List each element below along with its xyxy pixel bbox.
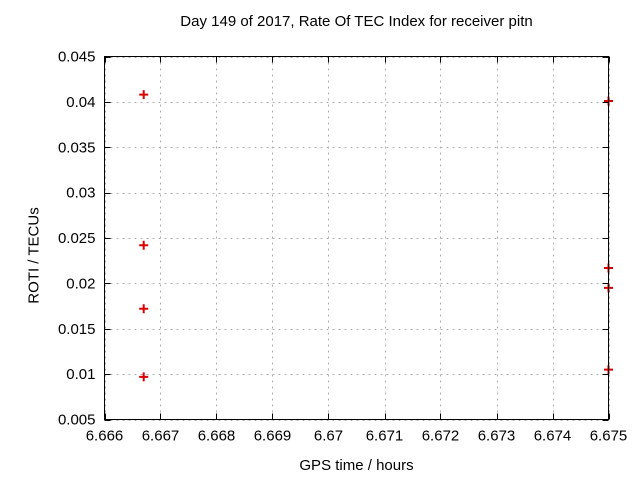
y-tick-label: 0.03: [66, 185, 95, 202]
data-point-marker: [139, 90, 149, 100]
x-tick-label: 6.67: [314, 428, 343, 445]
x-tick-label: 6.667: [142, 428, 180, 445]
x-axis-label: GPS time / hours: [299, 457, 414, 474]
x-tick-label: 6.672: [422, 428, 460, 445]
chart-title: Day 149 of 2017, Rate Of TEC Index for r…: [180, 13, 533, 30]
x-tick-label: 6.668: [198, 428, 236, 445]
x-tick-label: 6.673: [478, 428, 516, 445]
x-tick-label: 6.674: [534, 428, 572, 445]
y-tick-label: 0.005: [58, 412, 96, 429]
data-point-marker: [139, 304, 149, 314]
data-point-marker: [139, 240, 149, 250]
y-tick-label: 0.01: [66, 366, 95, 383]
x-tick-label: 6.675: [590, 428, 628, 445]
x-tick-label: 6.669: [254, 428, 292, 445]
x-tick-label: 6.666: [86, 428, 124, 445]
y-tick-label: 0.035: [58, 139, 96, 156]
y-tick-label: 0.04: [66, 94, 95, 111]
y-tick-label: 0.045: [58, 49, 96, 66]
y-tick-label: 0.025: [58, 230, 96, 247]
y-tick-label: 0.015: [58, 321, 96, 338]
data-point-marker: [139, 372, 149, 382]
x-tick-label: 6.671: [366, 428, 404, 445]
y-tick-label: 0.02: [66, 275, 95, 292]
